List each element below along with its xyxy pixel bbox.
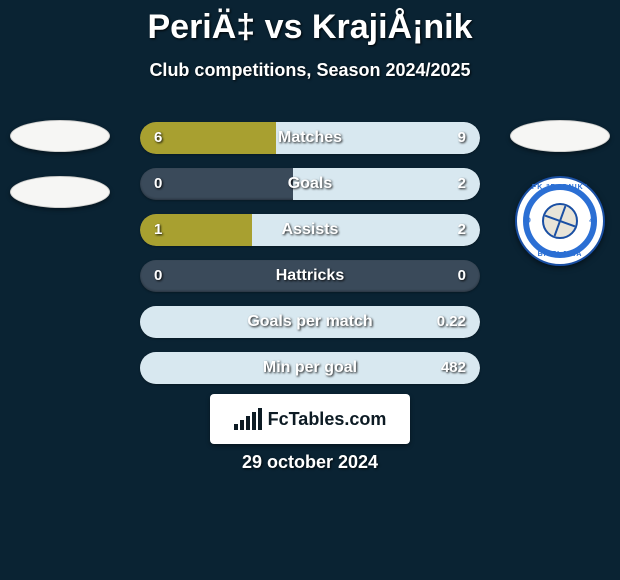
club-crest-icon: FK "RADNIK" BIJELJINA 19 45 <box>515 176 605 266</box>
date-label: 29 october 2024 <box>0 452 620 473</box>
stat-label: Assists <box>140 214 480 246</box>
stat-row: Assists1 2 <box>140 214 480 246</box>
stat-row: Matches6 9 <box>140 122 480 154</box>
stat-value-right: 2 <box>458 214 466 246</box>
soccer-ball-icon <box>542 203 578 239</box>
crest-bottom-text: BIJELJINA <box>538 251 583 258</box>
stat-value-right: 0 <box>458 260 466 292</box>
stat-value-right: 0.22 <box>437 306 466 338</box>
stat-label: Goals <box>140 168 480 200</box>
branding-box: FcTables.com <box>210 394 410 444</box>
stat-row: Goals0 2 <box>140 168 480 200</box>
crest-top-text: FK "RADNIK" <box>532 184 588 191</box>
bars-icon <box>234 408 262 430</box>
left-player-badges <box>10 120 110 208</box>
crest-year-right: 45 <box>589 218 597 225</box>
left-badge-2 <box>10 176 110 208</box>
branding-text: FcTables.com <box>268 409 387 430</box>
bar-icon-segment <box>234 424 238 430</box>
stat-label: Hattricks <box>140 260 480 292</box>
stat-row: Goals per match0.22 <box>140 306 480 338</box>
bar-icon-segment <box>258 408 262 430</box>
page-title: PeriÄ‡ vs KrajiÅ¡nik <box>0 8 620 47</box>
stat-value-right: 9 <box>458 122 466 154</box>
page-subtitle: Club competitions, Season 2024/2025 <box>0 60 620 81</box>
stat-value-left: 6 <box>154 122 162 154</box>
stat-label: Goals per match <box>140 306 480 338</box>
stat-label: Min per goal <box>140 352 480 384</box>
crest-year-left: 19 <box>523 218 531 225</box>
left-badge-1 <box>10 120 110 152</box>
bar-icon-segment <box>252 412 256 430</box>
stat-value-left: 0 <box>154 260 162 292</box>
right-badge-1 <box>510 120 610 152</box>
stat-value-left: 1 <box>154 214 162 246</box>
right-player-badges: FK "RADNIK" BIJELJINA 19 45 <box>510 120 610 266</box>
stat-value-right: 2 <box>458 168 466 200</box>
stat-value-left: 0 <box>154 168 162 200</box>
stats-card: PeriÄ‡ vs KrajiÅ¡nik Club competitions, … <box>0 0 620 580</box>
stats-container: Matches69Goals02Assists12Hattricks00Goal… <box>140 122 480 384</box>
stat-row: Hattricks0 0 <box>140 260 480 292</box>
stat-value-right: 482 <box>441 352 466 384</box>
stat-row: Min per goal482 <box>140 352 480 384</box>
bar-icon-segment <box>246 416 250 430</box>
stat-label: Matches <box>140 122 480 154</box>
bar-icon-segment <box>240 420 244 430</box>
